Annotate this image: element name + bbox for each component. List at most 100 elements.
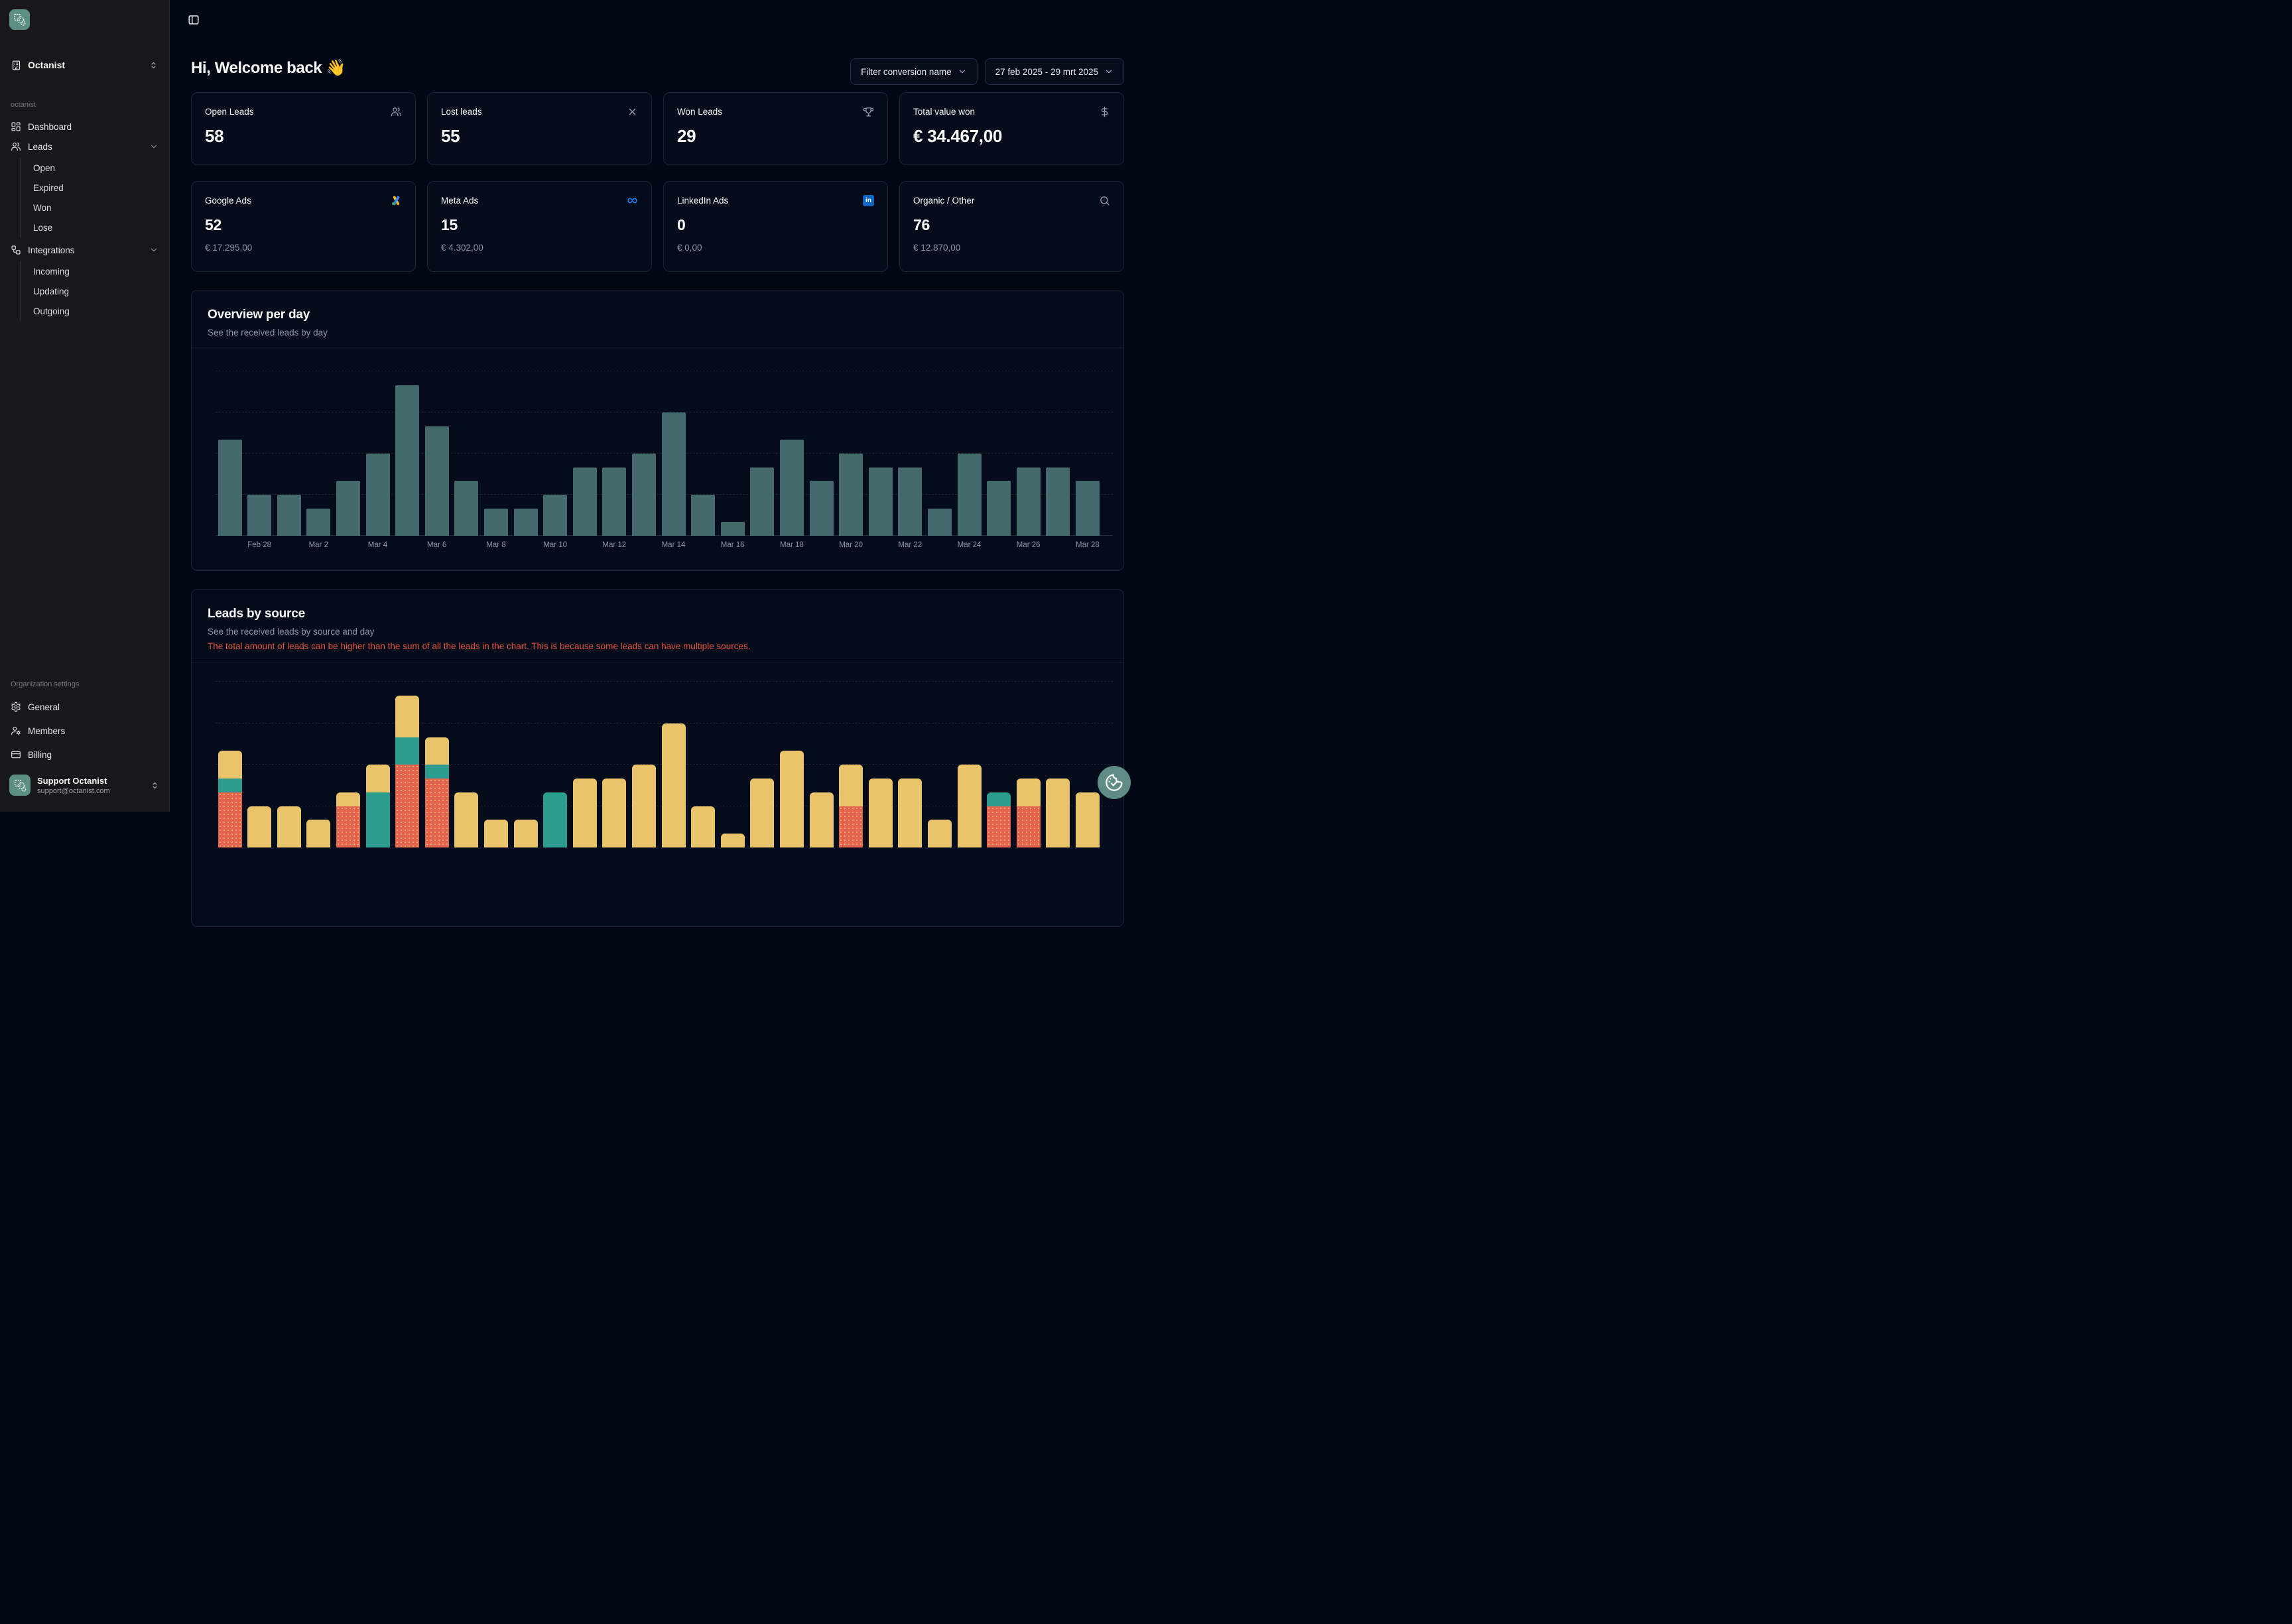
settings-section-label: Organization settings xyxy=(11,680,80,688)
stack-segment-segment-top xyxy=(720,834,745,847)
sidebar-toggle-button[interactable] xyxy=(184,11,203,29)
overview-bar-mar-21 xyxy=(868,467,893,536)
source-amount: € 17.295,00 xyxy=(205,243,253,253)
overview-bar-mar-28 xyxy=(1075,481,1100,536)
stack-segment-segment-middle xyxy=(365,792,390,847)
sidebar-subnav-leads: Open Expired Won Lose xyxy=(20,158,164,237)
overview-bar-mar-27 xyxy=(1046,467,1070,536)
chevron-down-icon xyxy=(149,245,159,255)
stack-segment-segment-top xyxy=(365,765,390,792)
sidebar-item-outgoing[interactable]: Outgoing xyxy=(33,306,70,316)
overview-bar-mar-13 xyxy=(631,454,656,536)
date-range-button[interactable]: 27 feb 2025 - 29 mrt 2025 xyxy=(984,58,1124,85)
main-content: Hi, Welcome back 👋 Filter conversion nam… xyxy=(170,0,1146,927)
sidebar-item-billing[interactable]: Billing xyxy=(5,743,164,767)
leads-chart-plot xyxy=(216,662,1113,847)
x-tick-label: Mar 20 xyxy=(839,541,863,549)
leads-by-source-card: Leads by source See the received leads b… xyxy=(191,589,1124,927)
source-amount: € 0,00 xyxy=(677,243,702,253)
overview-chart-xlabels: Feb 28 Mar 2 Mar 4 Mar 6 Mar 8 Mar 10 Mar 12 Ma… xyxy=(216,541,1113,552)
stack-segment-segment-top xyxy=(809,792,834,847)
source-bar-mar-7 xyxy=(454,792,479,847)
sidebar-settings: General Members Billing xyxy=(5,695,164,767)
overview-bar-mar-23 xyxy=(927,508,952,536)
org-name: Octanist xyxy=(28,60,66,70)
sidebar-item-leads[interactable]: Leads xyxy=(5,137,164,156)
stack-segment-segment-bottom xyxy=(395,765,420,847)
sidebar-item-expired[interactable]: Expired xyxy=(33,182,64,193)
overview-bar-mar-15 xyxy=(691,495,716,536)
source-bar-feb-27 xyxy=(218,751,242,847)
overview-bar-mar-10 xyxy=(543,495,568,536)
stack-segment-segment-top xyxy=(868,779,893,847)
stat-card-lost-leads: Lost leads 55 xyxy=(427,92,652,165)
overview-bar-mar-16 xyxy=(720,522,745,536)
source-bar-mar-4 xyxy=(365,765,390,847)
sidebar-item-updating[interactable]: Updating xyxy=(33,286,70,296)
page-title: Hi, Welcome back 👋 xyxy=(191,59,346,77)
source-card-linkedin-ads: LinkedIn Ads in 0 € 0,00 xyxy=(663,181,888,272)
source-bar-mar-26 xyxy=(1016,779,1041,847)
source-bar-mar-24 xyxy=(957,765,982,847)
stack-segment-segment-top xyxy=(602,779,627,847)
source-bar-mar-1 xyxy=(277,806,301,847)
sidebar-item-dashboard[interactable]: Dashboard xyxy=(5,117,164,137)
stack-segment-segment-top xyxy=(277,806,301,847)
overview-bar-mar-9 xyxy=(513,508,538,536)
cookie-settings-button[interactable] xyxy=(1098,766,1131,799)
overview-bar-mar-14 xyxy=(661,412,686,536)
source-card-meta-ads: Meta Ads 15 € 4.302,00 xyxy=(427,181,652,272)
chevrons-up-down-icon xyxy=(149,60,159,70)
source-bar-mar-20 xyxy=(839,765,863,847)
sidebar-item-won[interactable]: Won xyxy=(33,202,52,213)
sidebar-item-members[interactable]: Members xyxy=(5,719,164,743)
stack-segment-segment-middle xyxy=(218,779,242,792)
stack-segment-segment-top xyxy=(1046,779,1070,847)
source-count: 52 xyxy=(205,216,222,233)
source-count: 15 xyxy=(441,216,458,233)
source-bar-mar-15 xyxy=(691,806,716,847)
overview-bar-mar-20 xyxy=(839,454,863,536)
sidebar-item-incoming[interactable]: Incoming xyxy=(33,266,70,277)
source-bar-mar-18 xyxy=(779,751,804,847)
stack-segment-segment-top xyxy=(957,765,982,847)
gridline xyxy=(216,681,1113,682)
panel-left-icon xyxy=(188,15,199,25)
sidebar-item-open[interactable]: Open xyxy=(33,162,56,173)
stat-cards-row: Open Leads 58 Lost leads 55 Won Leads 29 Total… xyxy=(191,92,1124,165)
source-amount: € 4.302,00 xyxy=(441,243,483,253)
filter-conversion-button[interactable]: Filter conversion name xyxy=(850,58,978,85)
sidebar-item-general[interactable]: General xyxy=(5,695,164,719)
stack-segment-segment-top xyxy=(513,820,538,847)
meta-icon xyxy=(627,195,638,206)
source-bar-mar-22 xyxy=(898,779,923,847)
stack-segment-segment-top xyxy=(691,806,716,847)
overview-chart-title: Overview per day xyxy=(208,308,310,322)
overview-bar-mar-17 xyxy=(750,467,775,536)
stack-segment-segment-bottom xyxy=(424,779,449,847)
sidebar-item-integrations[interactable]: Integrations xyxy=(5,240,164,260)
x-tick-label: Mar 6 xyxy=(426,541,447,549)
org-switcher[interactable]: Octanist xyxy=(5,53,164,77)
stack-segment-segment-top xyxy=(631,765,656,847)
overview-bar-mar-7 xyxy=(454,481,479,536)
stack-segment-segment-top xyxy=(247,806,272,847)
chevron-down-icon xyxy=(958,67,967,76)
search-icon xyxy=(1099,195,1110,206)
stack-segment-segment-top xyxy=(1016,779,1041,806)
workflow-icon xyxy=(11,245,21,255)
source-bar-mar-12 xyxy=(602,779,627,847)
building-icon xyxy=(11,60,22,71)
sidebar-item-lose[interactable]: Lose xyxy=(33,222,53,233)
source-bar-feb-28 xyxy=(247,806,272,847)
stack-segment-segment-top xyxy=(898,779,923,847)
source-bar-mar-23 xyxy=(927,820,952,847)
support-email: support@octanist.com xyxy=(37,786,110,795)
source-amount: € 12.870,00 xyxy=(913,243,961,253)
header-actions: Filter conversion name 27 feb 2025 - 29 … xyxy=(850,58,1124,85)
support-account-button[interactable]: Support Octanist support@octanist.com xyxy=(5,769,164,801)
stat-value: 55 xyxy=(441,126,460,146)
source-bar-mar-2 xyxy=(306,820,331,847)
x-tick-label: Feb 28 xyxy=(247,541,271,549)
overview-bar-mar-4 xyxy=(365,454,390,536)
